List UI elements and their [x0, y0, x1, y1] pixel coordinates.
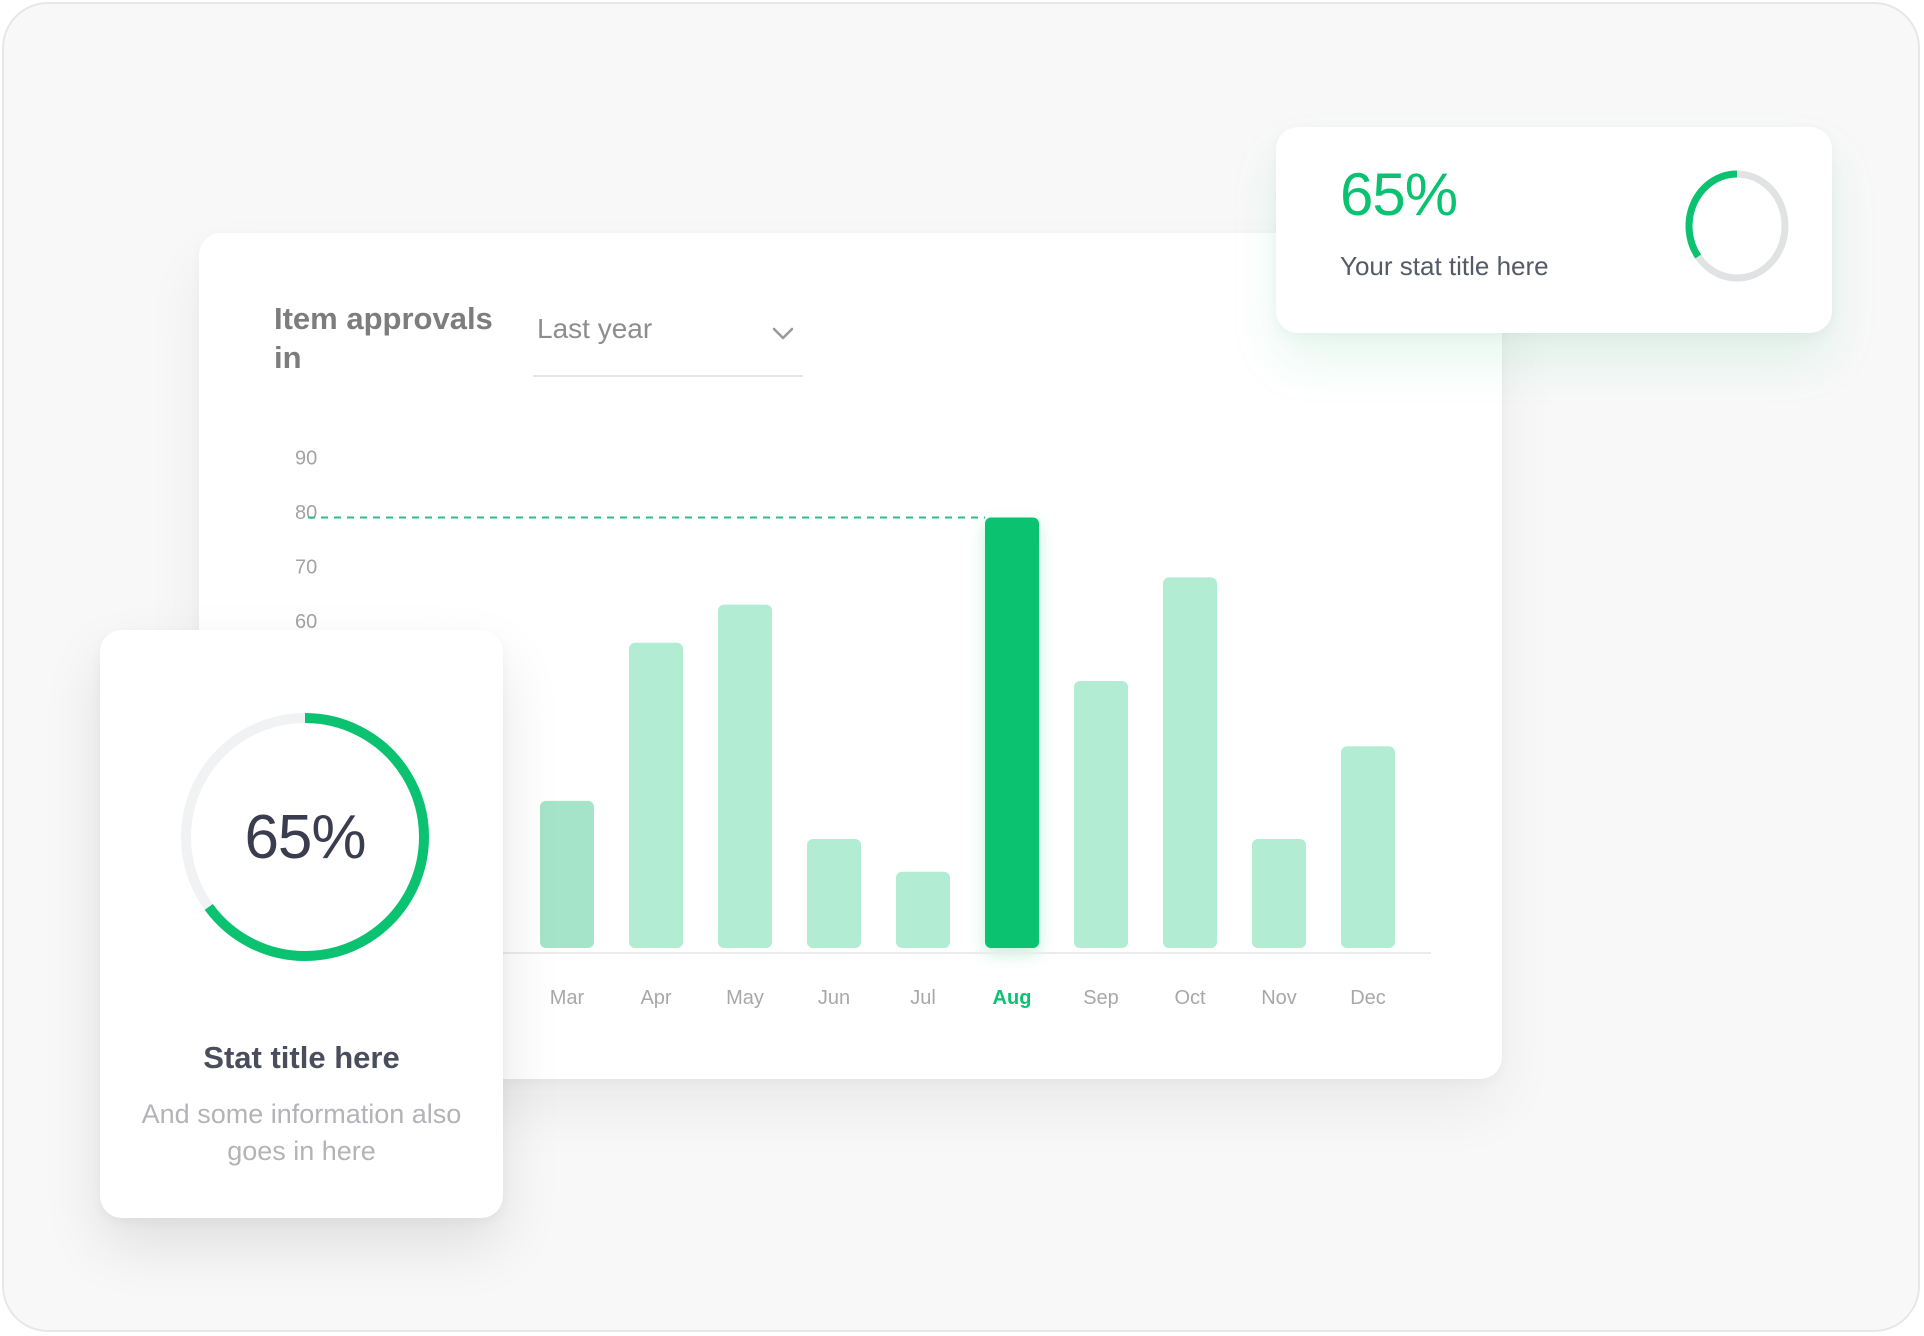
bar-jun[interactable]	[807, 839, 861, 948]
bar-nov[interactable]	[1252, 839, 1306, 948]
period-select-value: Last year	[537, 313, 653, 344]
x-tick-label: Jun	[818, 987, 850, 1009]
bar-may[interactable]	[718, 604, 772, 948]
ring-progress	[1685, 170, 1738, 259]
x-tick-label: Oct	[1174, 987, 1206, 1009]
bar-sep[interactable]	[1074, 680, 1128, 948]
chart-title: Item approvals in	[274, 301, 493, 375]
x-tick-label: Nov	[1261, 987, 1297, 1009]
x-tick-label: Mar	[550, 987, 585, 1009]
bars	[540, 517, 1395, 948]
stat-title: Stat title here	[203, 1040, 400, 1075]
ring-progress	[204, 713, 429, 961]
x-tick-label: Aug	[993, 987, 1032, 1009]
stat-label: Your stat title here	[1340, 251, 1549, 281]
bar-chart: 60 70 80 90 Mar Apr May Jun Jul Aug Sep Oct Nov Dec	[295, 448, 1431, 1009]
x-tick-label: Jul	[910, 987, 936, 1009]
stat-description: And some information also goes in here	[141, 1099, 462, 1166]
progress-ring	[181, 713, 429, 961]
x-tick-label: Apr	[640, 987, 671, 1009]
stat-card-top: 65% Your stat title here	[1276, 127, 1832, 333]
y-tick-label: 80	[295, 502, 317, 524]
bar-dec[interactable]	[1341, 746, 1395, 948]
bar-aug[interactable]	[985, 517, 1039, 948]
x-axis-labels: Mar Apr May Jun Jul Aug Sep Oct Nov Dec	[550, 987, 1386, 1009]
bar-jul[interactable]	[896, 871, 950, 948]
period-select[interactable]: Last year	[533, 313, 803, 377]
x-tick-label: May	[726, 987, 764, 1009]
stat-value: 65%	[1340, 161, 1458, 228]
bar-oct[interactable]	[1163, 577, 1217, 948]
bar-mar[interactable]	[540, 800, 594, 948]
stat-value: 65%	[244, 802, 366, 872]
x-tick-label: Dec	[1350, 987, 1386, 1009]
y-tick-label: 90	[295, 448, 317, 470]
y-tick-label: 60	[295, 611, 317, 633]
x-tick-label: Sep	[1083, 987, 1119, 1009]
stat-card-left: 65% Stat title here And some information…	[100, 630, 503, 1218]
y-axis-ticks: 60 70 80 90	[295, 448, 317, 634]
chevron-down-icon	[772, 327, 794, 340]
progress-ring	[1685, 170, 1789, 282]
y-tick-label: 70	[295, 557, 317, 579]
bar-apr[interactable]	[629, 642, 683, 948]
